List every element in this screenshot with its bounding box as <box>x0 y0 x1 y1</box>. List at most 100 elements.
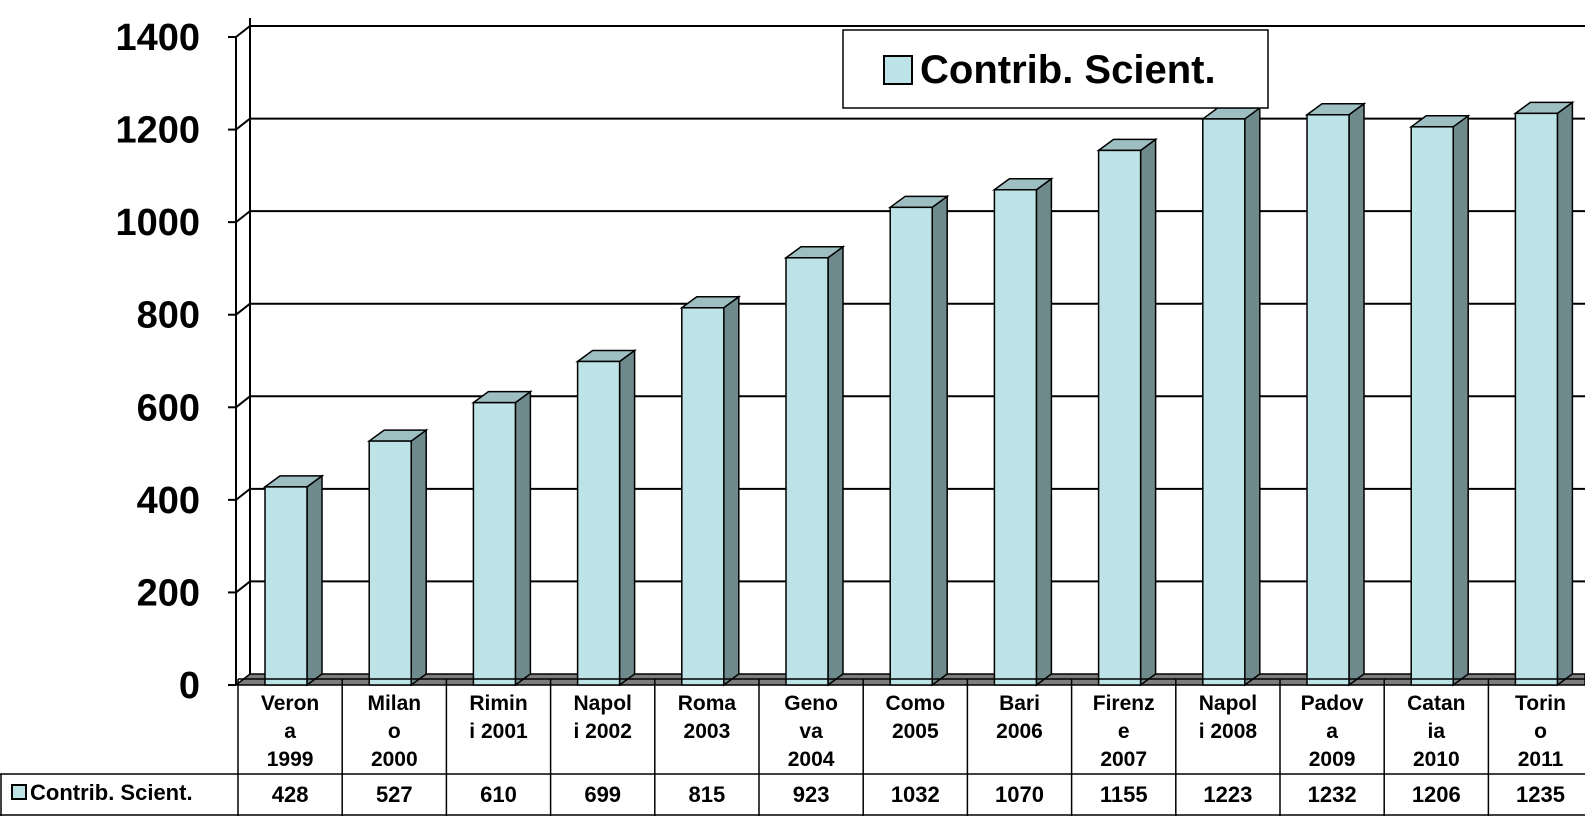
bar-front <box>1097 149 1142 686</box>
data-table: Contrib. Scient. Veron a 1999 428 Milan o 2000 5… <box>0 678 1585 816</box>
x-category-label: 2009 <box>1309 748 1356 771</box>
table-value: 1232 <box>1308 782 1357 807</box>
bar <box>575 348 637 687</box>
bar-front <box>1306 114 1350 686</box>
x-category-label: Rimin <box>469 692 527 715</box>
table-value: 1235 <box>1516 782 1565 807</box>
table-value: 428 <box>272 782 309 807</box>
x-category-label: e <box>1118 720 1130 743</box>
bar-front <box>785 257 829 686</box>
bar-side <box>1452 114 1469 687</box>
y-tick-label: 200 <box>137 572 200 614</box>
x-category-label: 1999 <box>267 748 314 771</box>
bar <box>783 245 846 687</box>
bar-side <box>1348 102 1365 687</box>
gridline-depth <box>235 117 251 131</box>
table-value: 1155 <box>1100 782 1148 807</box>
gridline-depth <box>235 302 251 316</box>
x-category-label: 2007 <box>1100 748 1147 771</box>
x-category-label: a <box>284 720 296 743</box>
gridline-depth <box>235 395 251 409</box>
table-row-label: Contrib. Scient. <box>30 780 193 805</box>
x-category-label: i 2001 <box>469 720 528 743</box>
bar-front <box>1202 118 1246 686</box>
x-category-label: Torin <box>1515 692 1566 715</box>
y-tick-label: 600 <box>137 387 200 429</box>
x-category-label: o <box>388 720 401 743</box>
gridline-depth <box>235 580 251 594</box>
bar-side <box>723 295 740 687</box>
bar-front <box>368 440 412 686</box>
bar-front <box>264 486 308 686</box>
bars <box>262 100 1575 687</box>
bar <box>471 390 533 687</box>
bar <box>1408 114 1471 687</box>
bar-side <box>514 390 532 687</box>
y-tick-label: 1400 <box>115 17 200 59</box>
bar-side <box>931 194 948 687</box>
bar-side <box>1556 100 1574 687</box>
bar-side <box>410 428 427 687</box>
legend-label: Contrib. Scient. <box>920 48 1216 92</box>
x-category-label: 2004 <box>788 748 835 771</box>
y-tick-label: 800 <box>137 295 200 337</box>
legend-swatch <box>883 55 913 85</box>
x-category-label: Catan <box>1407 692 1465 715</box>
y-tick-label: 0 <box>179 665 200 707</box>
bar-front <box>576 360 621 686</box>
x-category-label: 2005 <box>892 720 939 743</box>
bar <box>679 295 742 687</box>
bar <box>1304 102 1367 687</box>
x-category-label: Napol <box>574 692 632 715</box>
x-category-label: Padov <box>1301 692 1364 715</box>
bar <box>1096 137 1158 687</box>
table-value: 923 <box>793 782 830 807</box>
x-category-label: Como <box>886 692 946 715</box>
bar-side <box>306 474 323 687</box>
bar-front <box>1514 112 1559 686</box>
bar-front <box>681 307 725 686</box>
table-value: 1070 <box>995 782 1044 807</box>
bar-front <box>1410 126 1454 686</box>
gridline-depth <box>235 488 251 501</box>
bar <box>992 177 1054 687</box>
y-tick-label: 1000 <box>115 202 200 244</box>
legend-box <box>842 29 1269 109</box>
y-tick-label: 400 <box>137 480 200 522</box>
x-category-label: i 2002 <box>574 720 632 743</box>
x-category-label: 2000 <box>371 748 418 771</box>
bar <box>262 474 325 687</box>
x-category-label: 2010 <box>1413 748 1460 771</box>
y-tick-label: 1200 <box>115 110 200 152</box>
x-category-label: Bari <box>999 692 1040 715</box>
x-category-label: Milan <box>367 692 421 715</box>
table-value: 1223 <box>1203 782 1252 807</box>
y-axis: 0 200 400 600 800 1000 1200 1400 <box>115 17 237 707</box>
x-category-label: 2003 <box>684 720 731 743</box>
legend: Contrib. Scient. <box>842 29 1269 109</box>
bar <box>887 194 950 687</box>
x-category-label: Veron <box>261 692 319 715</box>
bar-front <box>472 401 517 686</box>
table-value: 610 <box>480 782 517 807</box>
table-value: 699 <box>584 782 621 807</box>
x-category-label: o <box>1534 720 1547 743</box>
table-value: 1032 <box>891 782 940 807</box>
x-category-label: Firenz <box>1093 692 1155 715</box>
gridline-depth <box>235 210 251 223</box>
bar-side <box>827 245 844 687</box>
table-legend-swatch <box>11 784 27 800</box>
bar <box>1200 106 1263 687</box>
bar <box>1513 100 1575 687</box>
bar-front <box>993 188 1038 686</box>
bar-side <box>618 348 636 687</box>
bar-side <box>1244 106 1261 687</box>
bar-side <box>1035 177 1053 687</box>
x-category-label: Roma <box>678 692 737 715</box>
x-category-label: 2011 <box>1518 748 1564 771</box>
bar-front <box>889 206 933 686</box>
x-category-label: 2006 <box>996 720 1043 743</box>
x-category-label: ia <box>1428 720 1446 743</box>
bar <box>366 428 429 687</box>
